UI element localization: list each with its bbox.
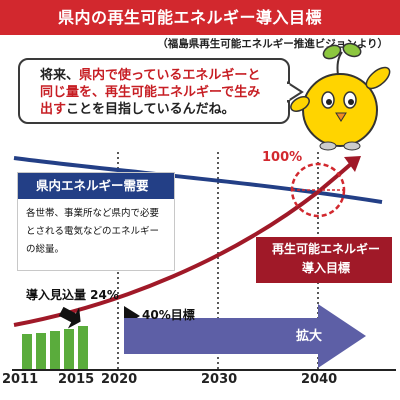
year-2030: 2030 (201, 372, 238, 387)
expand-label: 拡大 (296, 329, 323, 344)
bubble-highlight: 県内で使っているエネルギーと (79, 68, 261, 83)
bubble-highlight: 同じ量を、再生可能エネルギーで生み (40, 85, 261, 100)
bar-2015 (78, 326, 88, 370)
renewable-label: 再生可能エネルギー 導入目標 (262, 240, 390, 278)
speech-bubble (18, 58, 290, 124)
bar-2012 (36, 333, 46, 370)
renewable-label-box (256, 237, 392, 283)
pointer-arrow (58, 306, 81, 329)
bar-2014 (64, 329, 74, 370)
renewable-arrowhead (344, 156, 361, 172)
renewable-line (13, 161, 354, 327)
bubble-highlight: 出す (40, 102, 67, 117)
label-40-target: 40%目標 (142, 308, 195, 322)
bubble-text: 将来、県内で使っているエネルギーと 同じ量を、再生可能エネルギーで生み 出すこと… (40, 67, 280, 118)
bar-2011 (22, 334, 32, 370)
bubble-text-part: ことを目指しているんだね。 (66, 102, 235, 117)
demand-description: 各世帯、事業所など県内で必要とされる電気などのエネルギーの総量。 (26, 208, 160, 255)
page-title: 県内の再生可能エネルギー導入目標 (0, 0, 400, 35)
demand-title: 県内エネルギー需要 (18, 173, 174, 199)
bubble-text-part: 将来、 (40, 68, 80, 83)
year-2020: 2020 (101, 372, 138, 387)
year-2011: 2011 (2, 372, 39, 387)
demand-line (13, 156, 383, 204)
renewable-label-line2: 導入目標 (301, 261, 350, 275)
year-2015: 2015 (58, 372, 95, 387)
expand-arrow (124, 304, 366, 368)
bar-2013 (50, 331, 60, 370)
label-100-percent: 100% (262, 150, 303, 165)
renewable-label-line1: 再生可能エネルギー (271, 242, 380, 256)
label-24-percent: 導入見込量 24% (26, 288, 119, 302)
year-2040: 2040 (301, 372, 338, 387)
